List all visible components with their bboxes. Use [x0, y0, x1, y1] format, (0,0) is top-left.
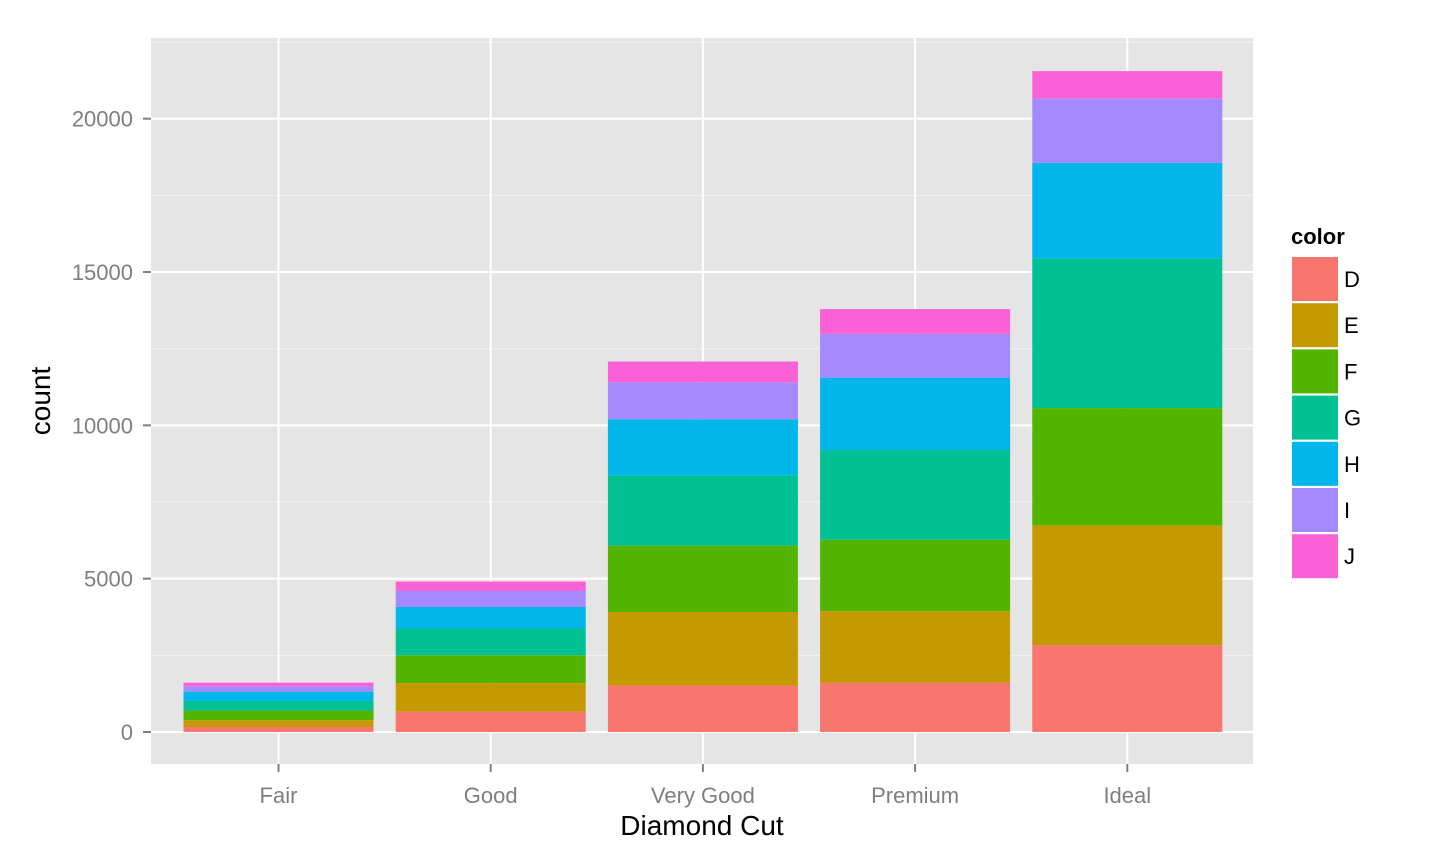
bar-segment-ideal-g [1032, 258, 1223, 409]
bar-segment-premium-f [820, 539, 1011, 612]
bar-segment-fair-g [183, 700, 374, 711]
y-tick-label: 10000 [72, 413, 133, 438]
bar-segment-good-g [395, 628, 586, 656]
x-tick-label: Premium [871, 783, 959, 808]
bar-segment-ideal-j [1032, 71, 1223, 99]
legend-key-j [1292, 534, 1338, 579]
bar-segment-good-h [395, 606, 586, 629]
y-axis-title: count [25, 367, 56, 436]
y-tick-label: 0 [121, 720, 133, 745]
bar-segment-very-good-d [607, 685, 798, 732]
x-tick-label: Good [464, 783, 518, 808]
bar-segment-fair-j [183, 682, 374, 687]
bar-segment-very-good-e [607, 612, 798, 686]
bar-segment-premium-h [820, 377, 1011, 451]
bar-segment-fair-i [183, 686, 374, 692]
bar-segment-premium-e [820, 611, 1011, 683]
y-axis: 0 5000 10000 15000 20000 [72, 107, 151, 745]
bar-segment-fair-d [183, 727, 374, 732]
bar-segment-good-d [395, 711, 586, 732]
x-tick-label: Ideal [1103, 783, 1151, 808]
bars [183, 71, 1223, 732]
legend-key-d [1292, 257, 1338, 301]
legend-title: color [1291, 224, 1345, 249]
bar-segment-premium-g [820, 450, 1011, 540]
bar-segment-ideal-i [1032, 98, 1223, 163]
legend-key-h [1292, 441, 1338, 486]
y-tick-label: 5000 [84, 567, 133, 592]
legend-label-f: F [1344, 359, 1357, 384]
bar-segment-premium-d [820, 682, 1011, 732]
bar-segment-fair-f [183, 710, 374, 721]
y-tick-label: 15000 [72, 260, 133, 285]
bar-segment-ideal-d [1032, 645, 1223, 732]
legend-label-g: G [1344, 406, 1361, 431]
bar-segment-premium-j [820, 309, 1011, 334]
bar-segment-very-good-j [607, 361, 798, 383]
y-tick-label: 20000 [72, 107, 133, 132]
bar-segment-ideal-e [1032, 525, 1223, 646]
legend-label-e: E [1344, 313, 1359, 338]
bar-segment-very-good-f [607, 545, 798, 613]
legend-key-e [1292, 303, 1338, 348]
legend-key-g [1292, 395, 1338, 440]
bar-segment-ideal-h [1032, 162, 1223, 259]
legend-label-j: J [1344, 544, 1355, 569]
legend-key-f [1292, 349, 1338, 394]
bar-segment-good-f [395, 655, 586, 684]
bar-segment-very-good-i [607, 382, 798, 420]
bar-segment-good-e [395, 683, 586, 712]
bar-segment-good-j [395, 581, 586, 591]
bar-segment-ideal-f [1032, 408, 1223, 526]
bar-segment-premium-i [820, 333, 1011, 378]
bar-segment-fair-e [183, 720, 374, 728]
x-axis-title: Diamond Cut [620, 810, 784, 841]
bar-segment-very-good-g [607, 475, 798, 546]
legend-label-i: I [1344, 498, 1350, 523]
bar-segment-fair-h [183, 691, 374, 701]
x-tick-label: Very Good [651, 783, 755, 808]
x-axis: Fair Good Very Good Premium Ideal [260, 764, 1151, 808]
bar-segment-very-good-h [607, 419, 798, 476]
x-tick-label: Fair [260, 783, 298, 808]
legend-key-i [1292, 488, 1338, 532]
legend-label-d: D [1344, 267, 1360, 292]
legend-label-h: H [1344, 452, 1360, 477]
bar-segment-good-i [395, 590, 586, 607]
